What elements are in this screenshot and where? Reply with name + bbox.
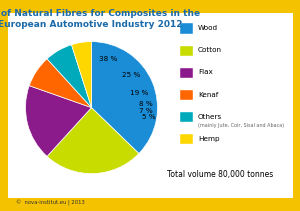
Text: Total volume 80,000 tonnes: Total volume 80,000 tonnes (167, 170, 273, 179)
Text: 38 %: 38 % (99, 56, 117, 62)
Text: 25 %: 25 % (122, 72, 140, 78)
Text: 7 %: 7 % (139, 108, 152, 114)
Wedge shape (47, 108, 139, 174)
Wedge shape (47, 45, 92, 108)
Text: 19 %: 19 % (130, 90, 148, 96)
Wedge shape (92, 42, 158, 154)
Text: 8 %: 8 % (139, 101, 152, 107)
Wedge shape (29, 59, 92, 108)
Text: Others: Others (198, 114, 222, 120)
Text: Kenaf: Kenaf (198, 92, 218, 97)
Text: 5 %: 5 % (142, 114, 156, 120)
Wedge shape (26, 86, 91, 156)
Text: Hemp: Hemp (198, 136, 220, 142)
Wedge shape (71, 42, 92, 108)
Text: Cotton: Cotton (198, 47, 222, 53)
Text: Flax: Flax (198, 69, 213, 75)
Text: ©  nova-institut.eu | 2013: © nova-institut.eu | 2013 (16, 200, 85, 206)
Text: (mainly Jute, Coir, Sisal and Abaca): (mainly Jute, Coir, Sisal and Abaca) (198, 123, 284, 128)
Text: Wood: Wood (198, 25, 218, 31)
Text: Use of Natural Fibres for Composites in the
European Automotive Industry 2012: Use of Natural Fibres for Composites in … (0, 9, 201, 29)
